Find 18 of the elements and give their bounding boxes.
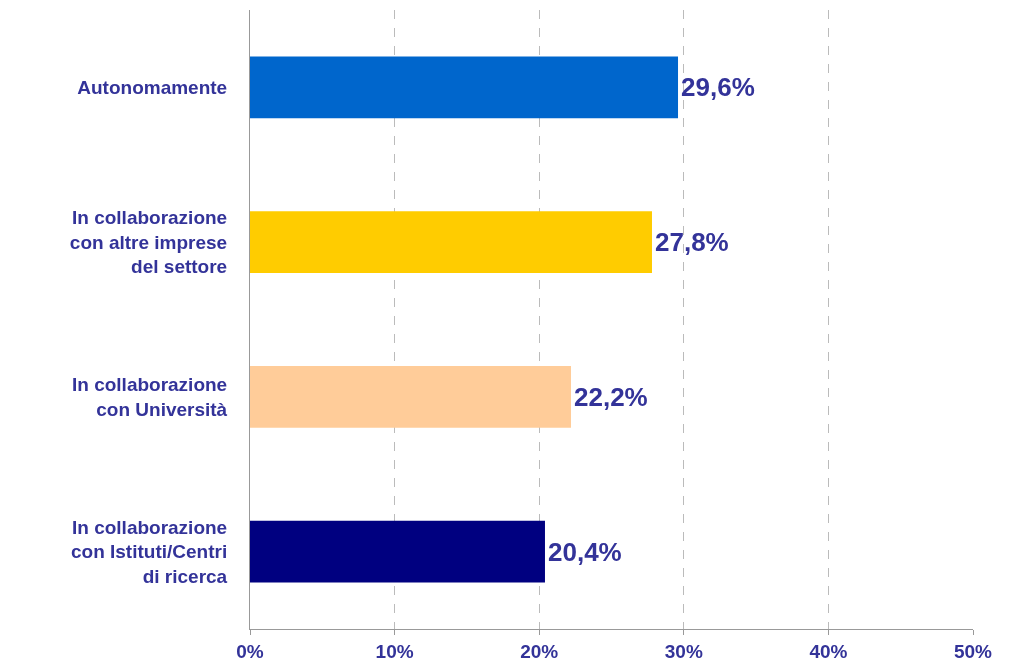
- bar: [250, 211, 652, 274]
- data-label: 22,2%: [574, 381, 648, 412]
- x-tick-label: 10%: [375, 640, 414, 662]
- y-tick-label: In collaborazione con altre imprese del settore: [69, 207, 228, 278]
- bar: [250, 520, 545, 583]
- x-tick-label: 50%: [953, 640, 993, 662]
- bar: [250, 56, 679, 119]
- data-label: 27,8%: [654, 227, 729, 258]
- data-label: 20,4%: [547, 536, 622, 567]
- y-tick-label: In collaborazione con Istituti/Centri di ricerca: [70, 516, 228, 587]
- x-tick-label: 20%: [520, 640, 559, 662]
- x-tick-label: 0%: [236, 640, 264, 662]
- x-tick-label: 40%: [809, 640, 848, 662]
- x-tick-label: 30%: [664, 640, 703, 662]
- y-tick-label: In collaborazione con Università: [72, 374, 228, 420]
- bar: [250, 365, 572, 428]
- y-tick-label: Autonomamente: [77, 77, 228, 99]
- data-label: 29,6%: [681, 72, 755, 103]
